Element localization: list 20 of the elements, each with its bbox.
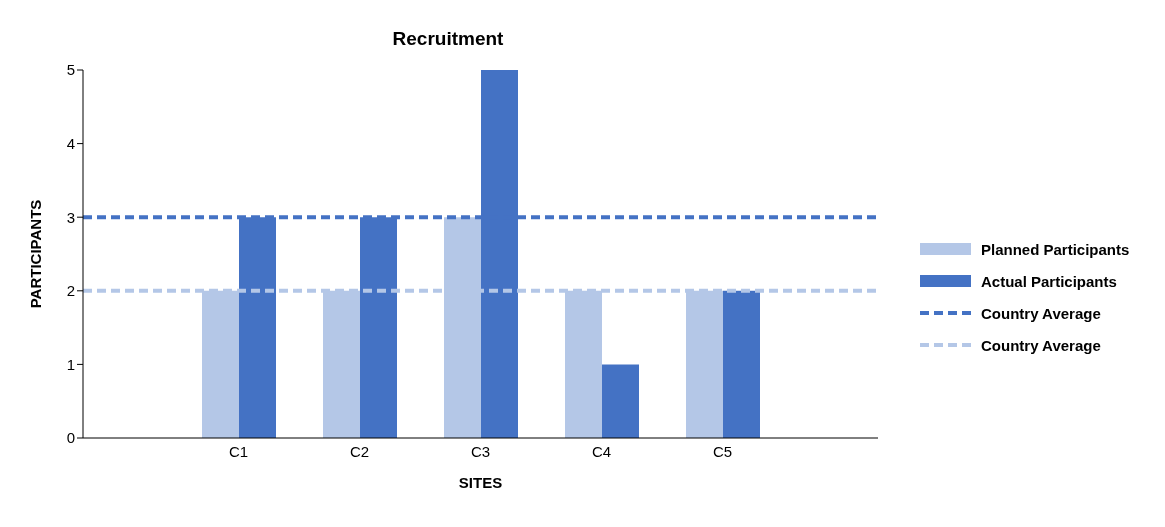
y-tick-label: 1 <box>66 355 75 373</box>
x-axis-title: SITES <box>458 474 503 491</box>
bar <box>723 290 760 438</box>
x-tick-label: C3 <box>470 442 491 460</box>
x-tick-label: C4 <box>591 442 612 460</box>
chart-title: Recruitment <box>391 28 505 50</box>
y-tick-label: 4 <box>66 134 75 152</box>
y-tick-label: 5 <box>66 61 75 79</box>
y-tick-label: 0 <box>66 429 75 447</box>
legend-label: Country Average <box>981 304 1101 322</box>
legend-label: Actual Participants <box>981 272 1117 290</box>
y-tick-label: 3 <box>66 208 75 226</box>
x-tick-label: C5 <box>712 442 733 460</box>
legend-label: Country Average <box>981 336 1101 354</box>
legend-label: Planned Participants <box>981 240 1130 258</box>
x-tick-label: C2 <box>349 442 370 460</box>
x-tick-label: C1 <box>228 442 249 460</box>
y-tick-label: 2 <box>66 282 75 300</box>
bar <box>602 364 639 438</box>
y-axis-title: PARTICIPANTS <box>27 199 45 309</box>
